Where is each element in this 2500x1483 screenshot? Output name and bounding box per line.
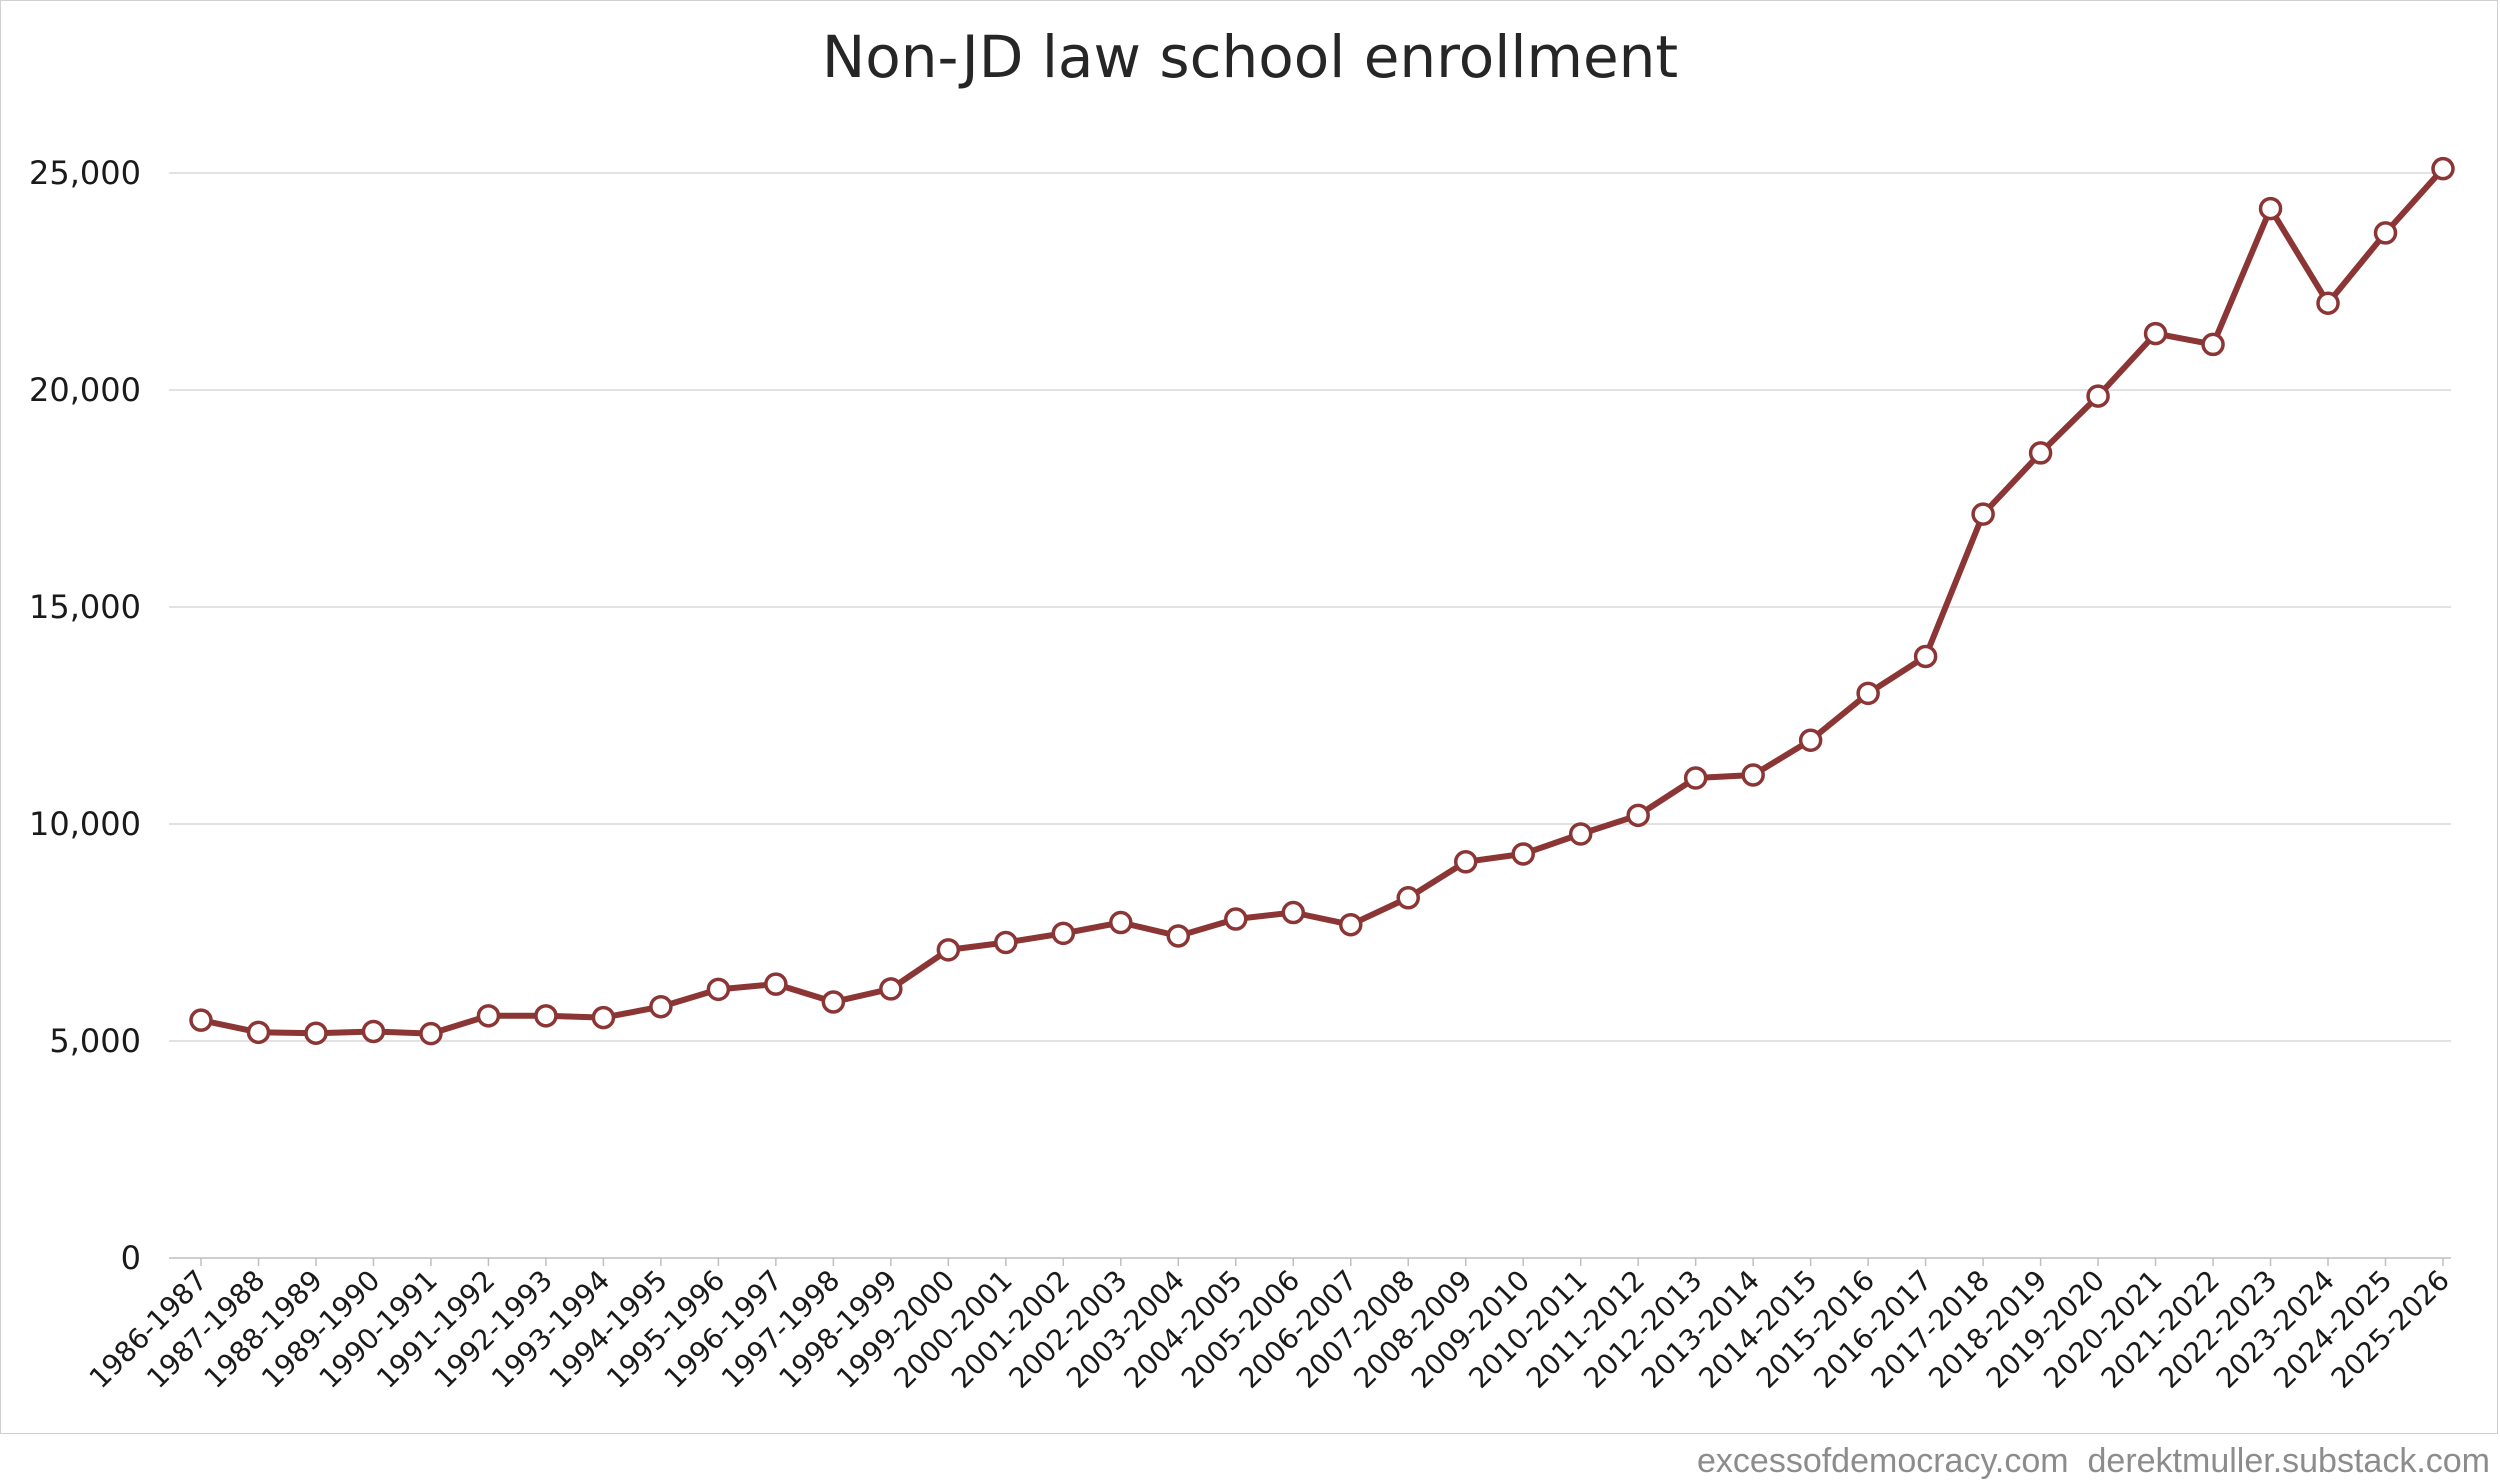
data-point xyxy=(1224,907,1248,931)
data-point xyxy=(2258,196,2283,221)
data-point xyxy=(2373,221,2398,245)
data-point xyxy=(764,972,788,996)
data-point xyxy=(1051,921,1076,946)
y-tick-label: 0 xyxy=(121,1239,141,1277)
y-axis-tick-labels: 0 5,000 10,000 15,000 20,000 25,000 xyxy=(29,154,141,1277)
x-axis-tick-labels: 1986-19871987-19881988-19891989-19901990… xyxy=(83,1258,2456,1395)
y-tick-label: 20,000 xyxy=(29,371,141,409)
data-point xyxy=(419,1021,443,1046)
series-line xyxy=(198,165,2446,1037)
data-point xyxy=(2316,291,2340,315)
y-tick-label: 10,000 xyxy=(29,805,141,843)
data-point xyxy=(1913,644,1938,669)
data-point xyxy=(1453,850,1478,874)
data-point xyxy=(1396,886,1420,910)
y-tick-label: 5,000 xyxy=(49,1022,141,1060)
data-point xyxy=(649,994,673,1019)
source-credit: excessofdemocracy.com derektmuller.subst… xyxy=(1697,1442,2490,1480)
data-point xyxy=(1109,910,1133,935)
data-point xyxy=(304,1021,328,1045)
data-point xyxy=(189,1008,213,1032)
data-point xyxy=(361,1019,386,1044)
data-point xyxy=(1971,502,1995,526)
data-point xyxy=(1511,842,1535,866)
data-point xyxy=(1798,728,1823,752)
y-tick-label: 25,000 xyxy=(29,154,141,192)
data-point xyxy=(1741,763,1765,787)
y-tick-label: 15,000 xyxy=(29,588,141,626)
data-point xyxy=(821,990,846,1014)
data-point xyxy=(1281,900,1306,925)
data-point xyxy=(936,938,961,962)
data-point xyxy=(591,1005,616,1030)
data-point xyxy=(1626,803,1650,828)
data-point xyxy=(2143,321,2168,346)
data-point xyxy=(994,930,1018,955)
data-point xyxy=(2201,332,2225,357)
data-point xyxy=(706,977,731,1002)
data-point xyxy=(246,1020,271,1045)
data-point-markers xyxy=(189,156,2455,1046)
data-point xyxy=(534,1004,558,1028)
data-point xyxy=(2028,441,2053,465)
data-point xyxy=(1683,766,1708,790)
gridlines xyxy=(169,172,2451,1259)
data-point xyxy=(2431,156,2455,181)
data-point xyxy=(1856,681,1880,706)
chart-svg: Non-JD law school enrollment 0 5,000 10,00… xyxy=(29,23,2456,1395)
data-point xyxy=(2086,384,2110,408)
chart-title: Non-JD law school enrollment xyxy=(822,23,1678,91)
data-point xyxy=(1338,912,1363,937)
series-line-group xyxy=(198,165,2446,1037)
data-point xyxy=(1166,924,1191,948)
data-point xyxy=(1568,822,1593,846)
chart-frame: Non-JD law school enrollment 0 5,000 10,00… xyxy=(0,0,2498,1434)
data-point xyxy=(879,977,903,1001)
data-point xyxy=(476,1004,501,1028)
